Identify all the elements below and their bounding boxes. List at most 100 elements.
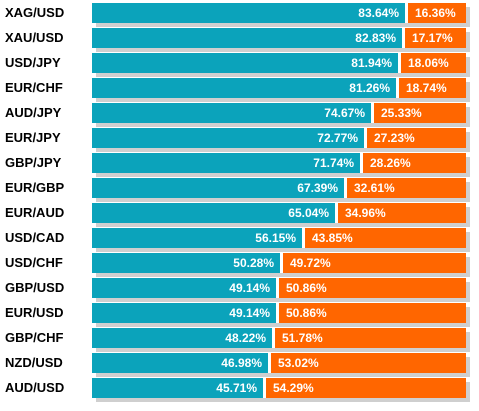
long-segment [92, 228, 302, 248]
long-segment [92, 353, 268, 373]
long-segment [92, 328, 272, 348]
long-segment [92, 53, 398, 73]
long-segment [92, 203, 335, 223]
row-gbp-usd: GBP/USD 49.14% 50.86% [0, 275, 479, 302]
long-segment [92, 178, 344, 198]
row-usd-cad: USD/CAD 56.15% 43.85% [0, 225, 479, 252]
row-nzd-usd: NZD/USD 46.98% 53.02% [0, 350, 479, 377]
long-value-label: 49.14% [229, 306, 270, 320]
segment-gap [280, 253, 283, 273]
short-value-label: 43.85% [312, 231, 353, 245]
short-value-label: 25.33% [381, 106, 422, 120]
row-aud-usd: AUD/USD 45.71% 54.29% [0, 375, 479, 402]
bar-track: 72.77% 27.23% [92, 128, 466, 148]
long-value-label: 81.94% [351, 56, 392, 70]
short-value-label: 53.02% [278, 356, 319, 370]
short-segment [279, 303, 466, 323]
bar-track: 65.04% 34.96% [92, 203, 466, 223]
pair-label: XAG/USD [5, 5, 65, 20]
long-value-label: 82.83% [355, 31, 396, 45]
long-segment [92, 103, 371, 123]
long-segment [92, 78, 396, 98]
segment-gap [276, 303, 279, 323]
segment-gap [405, 3, 408, 23]
segment-gap [263, 378, 266, 398]
segment-gap [364, 128, 367, 148]
pair-label: GBP/CHF [5, 330, 64, 345]
row-eur-aud: EUR/AUD 65.04% 34.96% [0, 200, 479, 227]
segment-gap [360, 153, 363, 173]
pair-label: EUR/CHF [5, 80, 63, 95]
long-value-label: 45.71% [216, 381, 257, 395]
short-segment [283, 253, 466, 273]
row-gbp-chf: GBP/CHF 48.22% 51.78% [0, 325, 479, 352]
bar-track: 81.26% 18.74% [92, 78, 466, 98]
short-value-label: 17.17% [412, 31, 453, 45]
long-segment [92, 128, 364, 148]
bar-track: 83.64% 16.36% [92, 3, 466, 23]
short-value-label: 50.86% [286, 306, 327, 320]
short-value-label: 18.06% [408, 56, 449, 70]
segment-gap [302, 228, 305, 248]
pair-label: USD/CAD [5, 230, 65, 245]
short-segment [279, 278, 466, 298]
short-value-label: 32.61% [354, 181, 395, 195]
long-segment [92, 253, 280, 273]
short-value-label: 27.23% [374, 131, 415, 145]
pair-label: AUD/JPY [5, 105, 62, 120]
long-value-label: 74.67% [324, 106, 365, 120]
segment-gap [272, 328, 275, 348]
row-gbp-jpy: GBP/JPY 71.74% 28.26% [0, 150, 479, 177]
short-segment [399, 78, 466, 98]
short-segment [347, 178, 466, 198]
long-value-label: 65.04% [288, 206, 329, 220]
long-value-label: 83.64% [358, 6, 399, 20]
short-segment [363, 153, 466, 173]
pair-label: XAU/USD [5, 30, 64, 45]
row-usd-chf: USD/CHF 50.28% 49.72% [0, 250, 479, 277]
pair-label: NZD/USD [5, 355, 63, 370]
short-segment [374, 103, 466, 123]
short-value-label: 34.96% [345, 206, 386, 220]
bar-track: 82.83% 17.17% [92, 28, 466, 48]
pair-label: GBP/JPY [5, 155, 62, 170]
pair-label: AUD/USD [5, 380, 65, 395]
bar-track: 46.98% 53.02% [92, 353, 466, 373]
short-value-label: 28.26% [370, 156, 411, 170]
short-value-label: 18.74% [406, 81, 447, 95]
short-value-label: 50.86% [286, 281, 327, 295]
segment-gap [398, 53, 401, 73]
short-segment [275, 328, 466, 348]
pair-label: GBP/USD [5, 280, 65, 295]
pair-label: USD/JPY [5, 55, 61, 70]
short-value-label: 51.78% [282, 331, 323, 345]
pair-label: EUR/AUD [5, 205, 65, 220]
long-value-label: 48.22% [225, 331, 266, 345]
short-segment [266, 378, 466, 398]
long-value-label: 71.74% [313, 156, 354, 170]
short-segment [401, 53, 466, 73]
row-aud-jpy: AUD/JPY 74.67% 25.33% [0, 100, 479, 127]
segment-gap [371, 103, 374, 123]
bar-track: 71.74% 28.26% [92, 153, 466, 173]
bar-track: 74.67% 25.33% [92, 103, 466, 123]
long-value-label: 56.15% [255, 231, 296, 245]
pair-label: USD/CHF [5, 255, 63, 270]
segment-gap [276, 278, 279, 298]
short-segment [338, 203, 466, 223]
row-eur-gbp: EUR/GBP 67.39% 32.61% [0, 175, 479, 202]
long-value-label: 72.77% [317, 131, 358, 145]
row-eur-usd: EUR/USD 49.14% 50.86% [0, 300, 479, 327]
segment-gap [402, 28, 405, 48]
short-value-label: 54.29% [273, 381, 314, 395]
bar-track: 49.14% 50.86% [92, 278, 466, 298]
bar-track: 81.94% 18.06% [92, 53, 466, 73]
row-usd-jpy: USD/JPY 81.94% 18.06% [0, 50, 479, 77]
row-xag-usd: XAG/USD 83.64% 16.36% [0, 0, 479, 27]
long-segment [92, 378, 263, 398]
short-segment [405, 28, 466, 48]
short-segment [271, 353, 466, 373]
bar-track: 49.14% 50.86% [92, 303, 466, 323]
bar-track: 50.28% 49.72% [92, 253, 466, 273]
bar-track: 67.39% 32.61% [92, 178, 466, 198]
